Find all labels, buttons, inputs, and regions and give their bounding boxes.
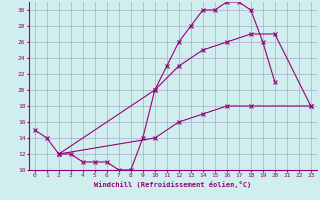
X-axis label: Windchill (Refroidissement éolien,°C): Windchill (Refroidissement éolien,°C) bbox=[94, 181, 252, 188]
